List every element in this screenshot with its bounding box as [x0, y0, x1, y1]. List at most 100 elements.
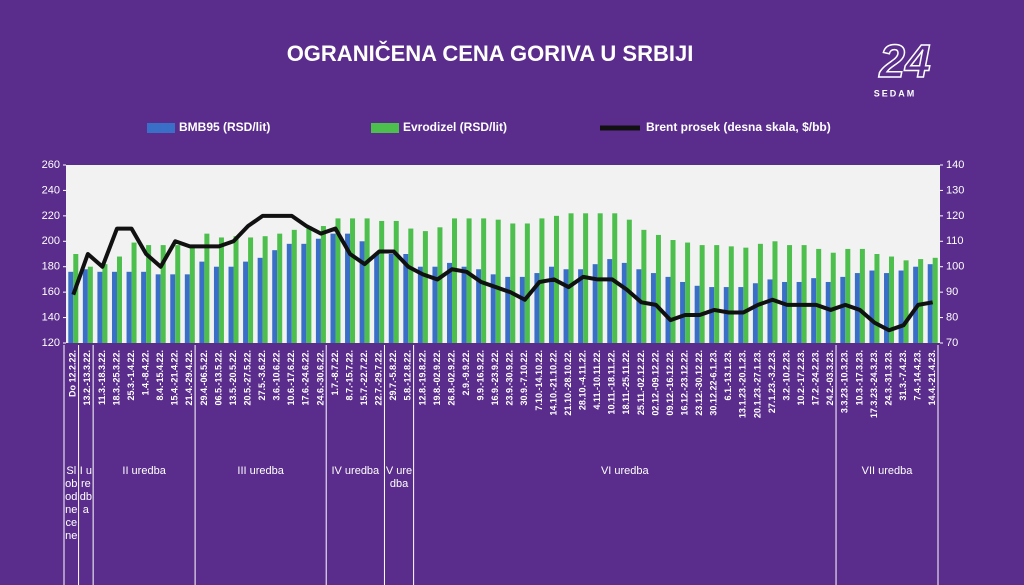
bar	[146, 245, 152, 343]
x-tick-label: 28.10.-4.11.22.	[577, 350, 587, 410]
bar	[505, 276, 511, 343]
x-tick-label: 3.3.23.-10.3.23.	[840, 350, 850, 413]
bar	[301, 243, 307, 343]
bar	[320, 226, 326, 343]
y2-tick-label: 140	[946, 159, 964, 171]
x-tick-label: 11.3.-18.3.22.	[97, 350, 107, 405]
y-tick-label: 240	[42, 184, 60, 196]
x-tick-label: 21.4.-29.4.22.	[184, 350, 194, 406]
bar	[743, 247, 749, 343]
bar	[481, 218, 487, 343]
bar	[393, 220, 399, 343]
bar	[699, 245, 705, 343]
bar	[160, 245, 166, 343]
bar	[374, 254, 380, 343]
bar	[592, 264, 598, 343]
x-tick-label: 29.4.-06.5.22.	[199, 350, 209, 406]
y2-tick-label: 120	[946, 210, 964, 222]
bar	[898, 270, 904, 343]
bar	[87, 266, 93, 343]
y-tick-label: 260	[42, 159, 60, 171]
bar	[913, 266, 919, 343]
y2-tick-label: 130	[946, 184, 964, 196]
x-tick-label: Do 12.2.22.	[68, 350, 78, 397]
bar	[670, 240, 676, 343]
bar	[291, 229, 297, 343]
bar	[650, 273, 656, 343]
bar	[787, 245, 793, 343]
bar	[233, 236, 239, 343]
bar	[889, 256, 895, 343]
bar	[685, 242, 691, 343]
bar	[228, 266, 234, 343]
bar	[811, 278, 817, 343]
bar	[796, 281, 802, 343]
bar	[262, 236, 268, 343]
x-tick-label: 27.1.23.-3.2.23.	[767, 350, 777, 413]
x-tick-label: 24.3.-31.3.23.	[883, 350, 893, 406]
x-tick-label: 25.11.-02.12.22.	[636, 350, 646, 415]
period-label: II uredba	[122, 465, 166, 477]
logo-number: 24	[878, 35, 930, 87]
bar	[655, 234, 661, 343]
x-tick-label: 9.9.-16.9.22.	[476, 350, 486, 401]
bar	[578, 269, 584, 343]
bar	[903, 260, 909, 343]
plot-area	[66, 165, 940, 343]
bar	[621, 262, 627, 343]
x-tick-label: 20.5.-27.5.22.	[242, 350, 252, 406]
bar	[548, 266, 554, 343]
bar	[350, 218, 356, 343]
bar	[286, 243, 292, 343]
x-tick-label: 18.3.-25.3.22.	[111, 350, 121, 406]
bar	[884, 273, 890, 343]
x-tick-label: 10.11.-18.11.22.	[607, 350, 617, 415]
bar	[918, 259, 924, 343]
x-tick-label: 24.6.-30.6.22.	[315, 350, 325, 406]
x-tick-label: 10.6.-17.6.22.	[286, 350, 296, 406]
y2-tick-label: 70	[946, 337, 958, 349]
bar	[612, 213, 618, 343]
bar	[189, 245, 195, 343]
bar	[607, 259, 613, 343]
x-tick-label: 3.6.-10.6.22.	[272, 350, 282, 401]
bar	[869, 270, 875, 343]
bar	[335, 218, 341, 343]
bar	[379, 220, 385, 343]
x-tick-label: 8.7.-15.7.22.	[344, 350, 354, 401]
bar	[680, 281, 686, 343]
bar	[874, 254, 880, 343]
bar	[767, 279, 773, 343]
bar	[752, 283, 758, 343]
bar	[510, 223, 516, 343]
bar	[495, 219, 501, 343]
x-tick-label: 13.1.23.-20.1.23.	[738, 350, 748, 418]
y-tick-label: 200	[42, 235, 60, 247]
bar	[388, 254, 394, 343]
bar	[155, 274, 161, 343]
x-tick-label: 6.1.-13.1.23.	[723, 350, 733, 401]
bar	[626, 219, 632, 343]
x-tick-label: 17.6.-24.6.22.	[301, 350, 311, 406]
y2-tick-label: 110	[946, 235, 964, 247]
bar	[213, 266, 219, 343]
x-tick-label: 20.1.23.-27.1.23.	[752, 350, 762, 418]
x-tick-label: 1.7.-8.7.22.	[330, 350, 340, 396]
bar	[126, 271, 132, 343]
logo-name: SEDAM	[874, 88, 917, 98]
bar	[315, 238, 321, 343]
x-tick-label: 4.11.-10.11.22.	[592, 350, 602, 410]
bar	[932, 257, 938, 343]
bar	[170, 274, 176, 343]
y2-tick-label: 90	[946, 286, 958, 298]
bar	[422, 231, 428, 343]
x-tick-label: 19.8.-02.9.22.	[432, 350, 442, 406]
x-tick-label: 1.4.-8.4.22.	[140, 350, 150, 396]
bar	[476, 269, 482, 343]
bar	[714, 245, 720, 343]
bar	[452, 218, 458, 343]
x-tick-label: 06.5.-13.5.22.	[213, 350, 223, 406]
x-tick-label: 25.3.-1.4.22.	[126, 350, 136, 401]
bar	[68, 271, 74, 343]
bar	[306, 226, 312, 343]
